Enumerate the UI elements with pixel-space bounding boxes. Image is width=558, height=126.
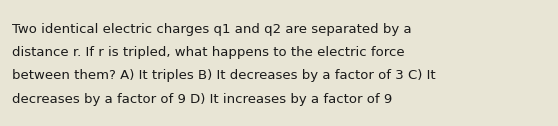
Text: Two identical electric charges q1 and q2 are separated by a: Two identical electric charges q1 and q2…	[12, 23, 412, 36]
Text: decreases by a factor of 9 D) It increases by a factor of 9: decreases by a factor of 9 D) It increas…	[12, 93, 392, 106]
Text: distance r. If r is tripled, what happens to the electric force: distance r. If r is tripled, what happen…	[12, 46, 405, 59]
Text: between them? A) It triples B) It decreases by a factor of 3 C) It: between them? A) It triples B) It decrea…	[12, 69, 436, 82]
